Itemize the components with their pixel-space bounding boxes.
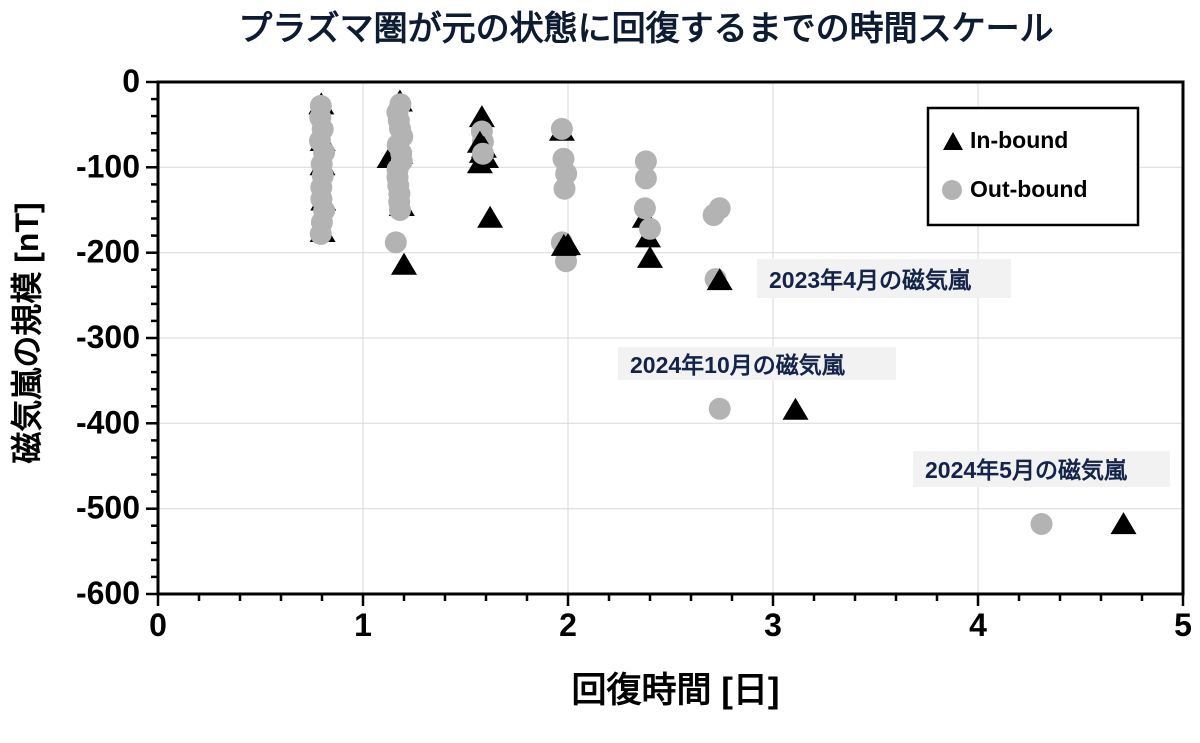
svg-text:-300: -300 bbox=[76, 319, 140, 355]
svg-text:0: 0 bbox=[122, 63, 140, 99]
svg-text:3: 3 bbox=[764, 607, 782, 643]
svg-text:磁気嵐の規模 [nT]: 磁気嵐の規模 [nT] bbox=[9, 202, 45, 463]
svg-text:5: 5 bbox=[1174, 607, 1192, 643]
svg-text:-200: -200 bbox=[76, 234, 140, 270]
svg-text:プラズマ圏が元の状態に回復するまでの時間スケール: プラズマ圏が元の状態に回復するまでの時間スケール bbox=[238, 9, 1053, 48]
svg-text:2024年10月の磁気嵐: 2024年10月の磁気嵐 bbox=[630, 352, 846, 378]
svg-text:Out-bound: Out-bound bbox=[970, 176, 1088, 202]
svg-text:2024年5月の磁気嵐: 2024年5月の磁気嵐 bbox=[925, 457, 1128, 483]
svg-text:0: 0 bbox=[149, 607, 167, 643]
svg-text:2: 2 bbox=[559, 607, 577, 643]
svg-text:-500: -500 bbox=[76, 490, 140, 526]
svg-text:In-bound: In-bound bbox=[970, 127, 1068, 153]
svg-text:回復時間 [日]: 回復時間 [日] bbox=[571, 671, 779, 710]
svg-text:-600: -600 bbox=[76, 575, 140, 611]
svg-text:-100: -100 bbox=[76, 148, 140, 184]
svg-text:1: 1 bbox=[354, 607, 372, 643]
svg-text:-400: -400 bbox=[76, 404, 140, 440]
svg-text:2023年4月の磁気嵐: 2023年4月の磁気嵐 bbox=[769, 267, 972, 293]
svg-text:4: 4 bbox=[969, 607, 987, 643]
